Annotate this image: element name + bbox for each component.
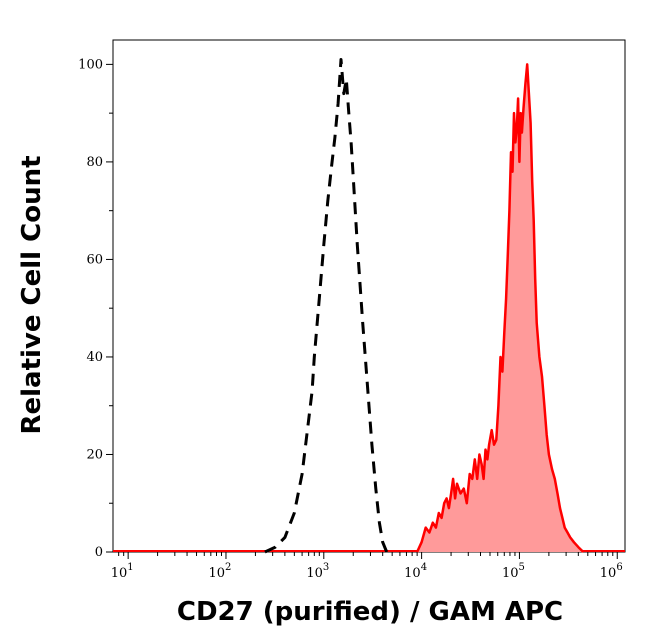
control-series-dashed (264, 58, 389, 554)
x-tick-exponent: 4 (421, 562, 427, 573)
y-axis-title: Relative Cell Count (17, 155, 47, 434)
x-tick-base: 10 (111, 566, 128, 581)
x-tick-exponent: 6 (616, 562, 622, 573)
series-layer (113, 58, 625, 554)
y-tick-label: 0 (95, 545, 103, 560)
y-tick-label: 80 (86, 155, 103, 170)
x-tick-label: 105 (502, 562, 525, 581)
x-tick-exponent: 1 (127, 562, 133, 573)
x-tick-label: 103 (306, 562, 329, 581)
x-tick-base: 10 (502, 566, 519, 581)
x-axis-title: CD27 (purified) / GAM APC (177, 597, 563, 627)
y-tick-label: 60 (86, 252, 103, 267)
x-tick-exponent: 2 (225, 562, 231, 573)
x-tick-label: 102 (209, 562, 232, 581)
x-tick-base: 10 (306, 566, 323, 581)
x-tick-base: 10 (404, 566, 421, 581)
y-tick-label: 40 (86, 350, 103, 365)
x-tick-label: 104 (404, 562, 427, 581)
x-tick-base: 10 (600, 566, 617, 581)
y-tick-label: 20 (86, 447, 103, 462)
y-tick-label: 100 (78, 57, 103, 72)
x-tick-exponent: 5 (519, 562, 525, 573)
series-outline (415, 63, 585, 553)
x-tick-label: 106 (600, 562, 623, 581)
y-axis-ticks: 0 20 40 60 80 100 (78, 57, 113, 560)
x-tick-label: 101 (111, 562, 134, 581)
x-tick-exponent: 3 (323, 562, 329, 573)
x-axis-ticks: 101 102 103 104 105 106 (111, 552, 623, 581)
series-fill-area (417, 64, 584, 553)
x-tick-base: 10 (209, 566, 226, 581)
